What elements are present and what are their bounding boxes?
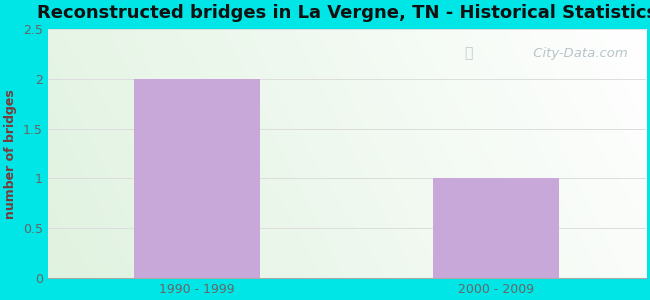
Text: ⓘ: ⓘ [464, 47, 473, 61]
Bar [135, 79, 260, 278]
Y-axis label: number of bridges: number of bridges [4, 89, 17, 218]
Bar [434, 178, 559, 278]
Text: City-Data.com: City-Data.com [529, 47, 628, 60]
Title: Reconstructed bridges in La Vergne, TN - Historical Statistics: Reconstructed bridges in La Vergne, TN -… [36, 4, 650, 22]
